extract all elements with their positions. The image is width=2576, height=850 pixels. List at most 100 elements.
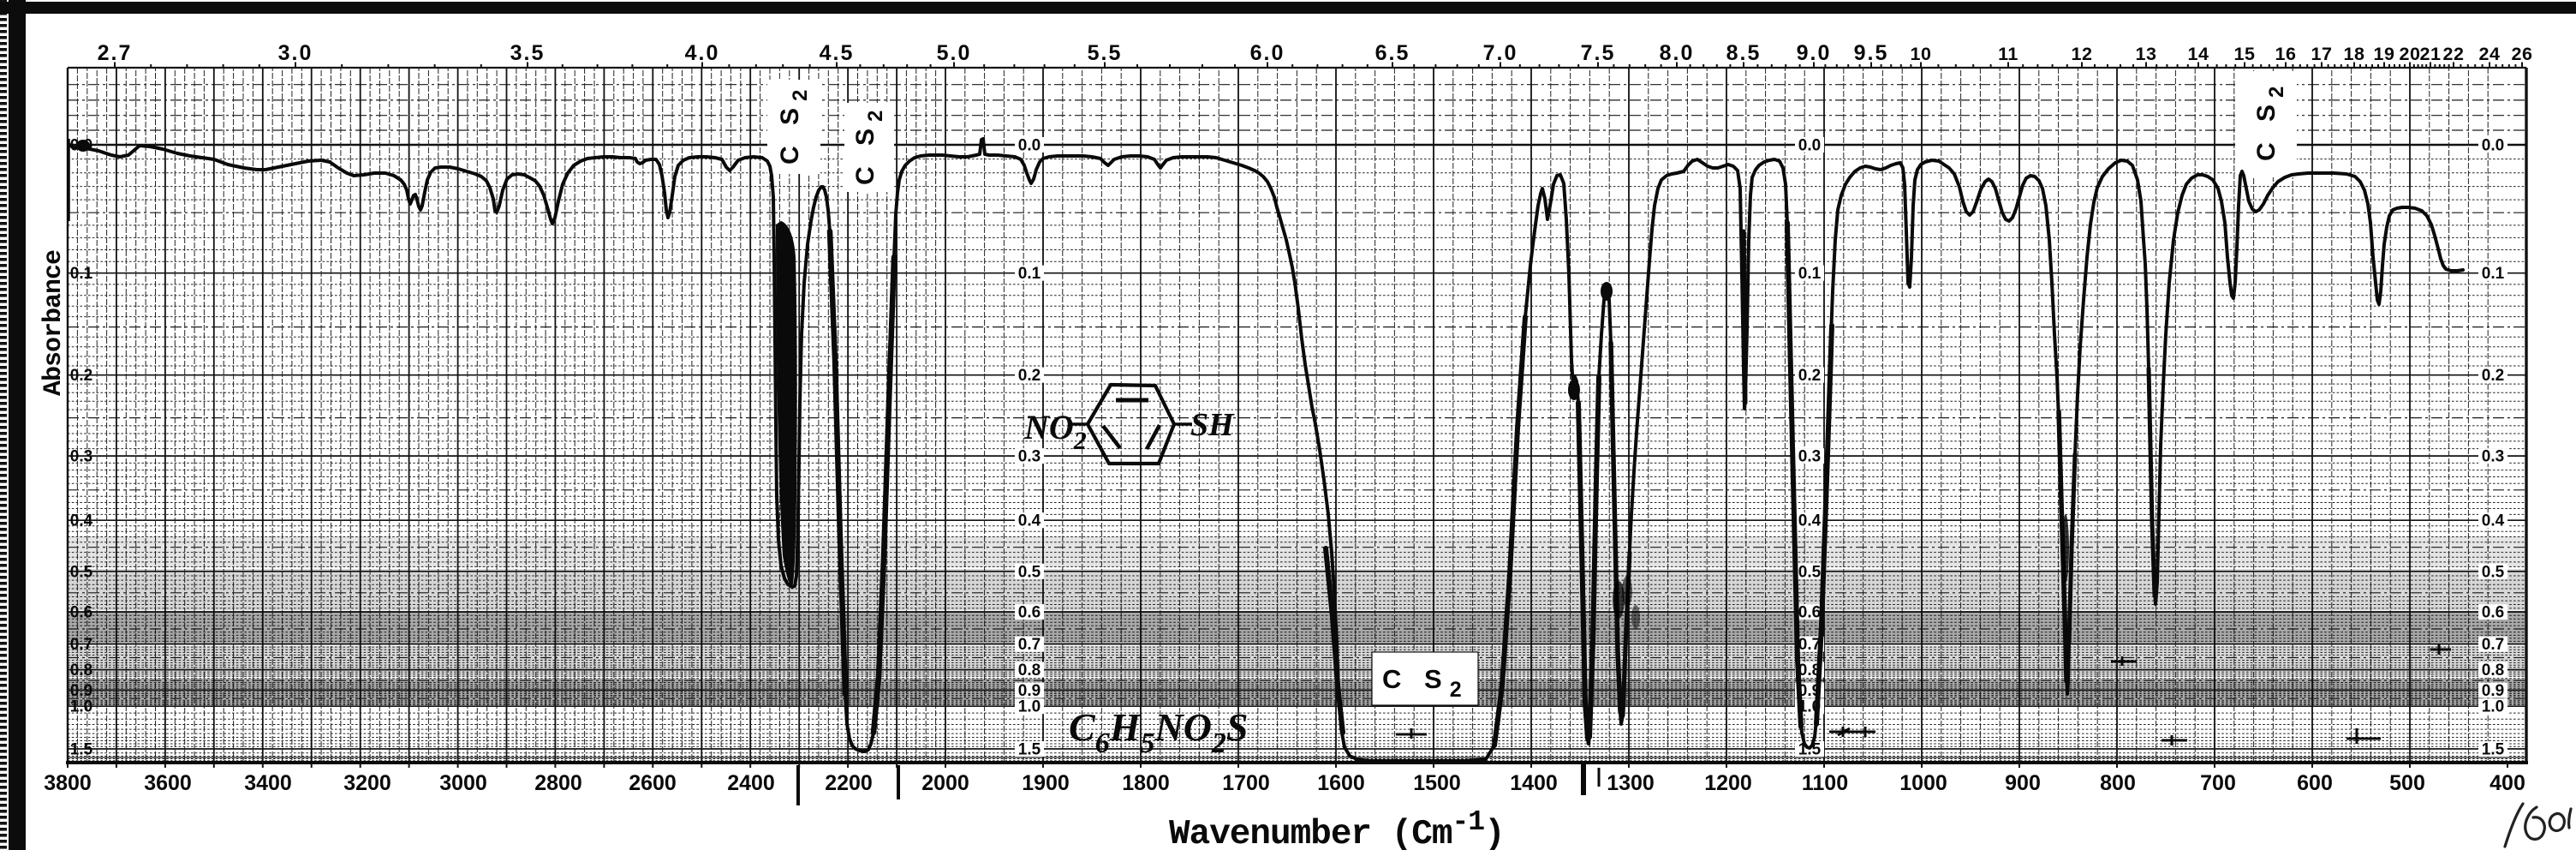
- svg-text:0.6: 0.6: [1798, 604, 1821, 622]
- svg-text:15: 15: [2234, 44, 2256, 64]
- svg-text:2600: 2600: [629, 771, 677, 795]
- svg-text:3.0: 3.0: [278, 41, 313, 65]
- svg-text:7.5: 7.5: [1581, 41, 1616, 65]
- svg-text:600: 600: [2297, 771, 2333, 795]
- svg-text:1800: 1800: [1122, 771, 1170, 795]
- svg-text:2000: 2000: [921, 771, 969, 795]
- svg-text:0.0: 0.0: [1018, 137, 1041, 155]
- svg-text:SH: SH: [1190, 407, 1235, 443]
- svg-text:4.5: 4.5: [820, 41, 855, 65]
- svg-text:1300: 1300: [1607, 771, 1655, 795]
- svg-text:0.9: 0.9: [2482, 682, 2504, 700]
- svg-text:0.7: 0.7: [1798, 636, 1821, 654]
- svg-text:0.1: 0.1: [70, 265, 93, 283]
- svg-text:9.0: 9.0: [1797, 41, 1832, 65]
- svg-text:13: 13: [2136, 44, 2157, 64]
- svg-text:10: 10: [1911, 44, 1932, 64]
- svg-text:0.5: 0.5: [70, 563, 93, 581]
- svg-text:19: 19: [2374, 44, 2395, 64]
- svg-text:0.7: 0.7: [70, 636, 92, 654]
- svg-text:22: 22: [2443, 44, 2465, 64]
- svg-text:800: 800: [2100, 771, 2136, 795]
- svg-text:1200: 1200: [1704, 771, 1752, 795]
- svg-text:1.0: 1.0: [2482, 698, 2504, 716]
- svg-text:2800: 2800: [534, 771, 582, 795]
- svg-text:0.3: 0.3: [1018, 448, 1041, 466]
- svg-text:0.6: 0.6: [70, 604, 92, 622]
- svg-text:17: 17: [2311, 44, 2333, 64]
- svg-text:7.0: 7.0: [1483, 41, 1518, 65]
- svg-text:0.7: 0.7: [2482, 636, 2504, 654]
- svg-text:0.8: 0.8: [1798, 661, 1821, 679]
- svg-text:0.3: 0.3: [1798, 448, 1821, 466]
- svg-text:0.1: 0.1: [1018, 265, 1041, 283]
- svg-text:3800: 3800: [44, 771, 92, 795]
- svg-text:0.8: 0.8: [1018, 661, 1041, 679]
- svg-text:11: 11: [1998, 44, 2018, 64]
- svg-text:20: 20: [2400, 44, 2421, 64]
- svg-text:0.4: 0.4: [1018, 512, 1041, 530]
- svg-text:0.9: 0.9: [1798, 682, 1821, 700]
- svg-text:1.5: 1.5: [70, 741, 93, 759]
- svg-text:3.5: 3.5: [510, 41, 546, 65]
- svg-text:5.5: 5.5: [1088, 41, 1123, 65]
- svg-text:1700: 1700: [1222, 771, 1270, 795]
- svg-text:0.6: 0.6: [2482, 604, 2504, 622]
- svg-text:900: 900: [2005, 771, 2041, 795]
- svg-text:1100: 1100: [1802, 771, 1848, 795]
- svg-text:0.2: 0.2: [70, 367, 92, 385]
- svg-text:1900: 1900: [1022, 771, 1070, 795]
- svg-text:3000: 3000: [439, 771, 487, 795]
- svg-text:2400: 2400: [727, 771, 775, 795]
- svg-text:1.0: 1.0: [1018, 698, 1041, 716]
- svg-text:0.2: 0.2: [1798, 367, 1821, 385]
- svg-text:16: 16: [2275, 44, 2297, 64]
- svg-text:0.8: 0.8: [70, 661, 92, 679]
- svg-text:0.4: 0.4: [1798, 512, 1822, 530]
- svg-text:500: 500: [2389, 771, 2425, 795]
- svg-text:21: 21: [2420, 44, 2442, 64]
- svg-text:9.5: 9.5: [1854, 41, 1889, 65]
- svg-text:0.3: 0.3: [70, 448, 92, 466]
- svg-text:0.3: 0.3: [2482, 448, 2504, 466]
- svg-text:0.5: 0.5: [2482, 563, 2505, 581]
- svg-text:24: 24: [2479, 44, 2501, 64]
- svg-text:3400: 3400: [244, 771, 292, 795]
- svg-text:0.7: 0.7: [1018, 636, 1041, 654]
- svg-text:0.0: 0.0: [1798, 137, 1821, 155]
- svg-text:1.0: 1.0: [70, 698, 92, 716]
- svg-text:1500: 1500: [1413, 771, 1461, 795]
- svg-text:0.4: 0.4: [70, 512, 93, 530]
- svg-text:0.2: 0.2: [1018, 367, 1041, 385]
- svg-text:1.5: 1.5: [1018, 741, 1041, 759]
- svg-text:0.8: 0.8: [2482, 661, 2504, 679]
- svg-text:3600: 3600: [144, 771, 192, 795]
- svg-text:400: 400: [2490, 771, 2525, 795]
- svg-text:12: 12: [2072, 44, 2093, 64]
- svg-text:2200: 2200: [825, 771, 873, 795]
- svg-text:6.5: 6.5: [1375, 41, 1410, 65]
- svg-text:8.0: 8.0: [1660, 41, 1695, 65]
- svg-text:0.9: 0.9: [1018, 682, 1041, 700]
- svg-text:Absorbance: Absorbance: [39, 250, 69, 396]
- svg-text:1.5: 1.5: [2482, 741, 2505, 759]
- svg-text:0.6: 0.6: [1018, 604, 1041, 622]
- svg-text:8.5: 8.5: [1726, 41, 1762, 65]
- svg-text:4.0: 4.0: [685, 41, 720, 65]
- svg-text:14: 14: [2188, 44, 2209, 64]
- svg-text:3200: 3200: [343, 771, 391, 795]
- svg-text:700: 700: [2200, 771, 2236, 795]
- svg-text:6.0: 6.0: [1250, 41, 1285, 65]
- svg-text:0.1: 0.1: [2482, 265, 2505, 283]
- svg-text:0.5: 0.5: [1798, 563, 1822, 581]
- svg-text:0.2: 0.2: [2482, 367, 2504, 385]
- svg-text:0.4: 0.4: [2482, 512, 2505, 530]
- svg-text:0.0: 0.0: [2482, 137, 2504, 155]
- svg-text:0.1: 0.1: [1798, 265, 1822, 283]
- svg-text:26: 26: [2512, 44, 2533, 64]
- svg-text:0.9: 0.9: [70, 682, 92, 700]
- svg-text:5.0: 5.0: [937, 41, 972, 65]
- svg-text:1000: 1000: [1899, 771, 1947, 795]
- svg-text:1400: 1400: [1510, 771, 1558, 795]
- svg-text:1.5: 1.5: [1798, 741, 1822, 759]
